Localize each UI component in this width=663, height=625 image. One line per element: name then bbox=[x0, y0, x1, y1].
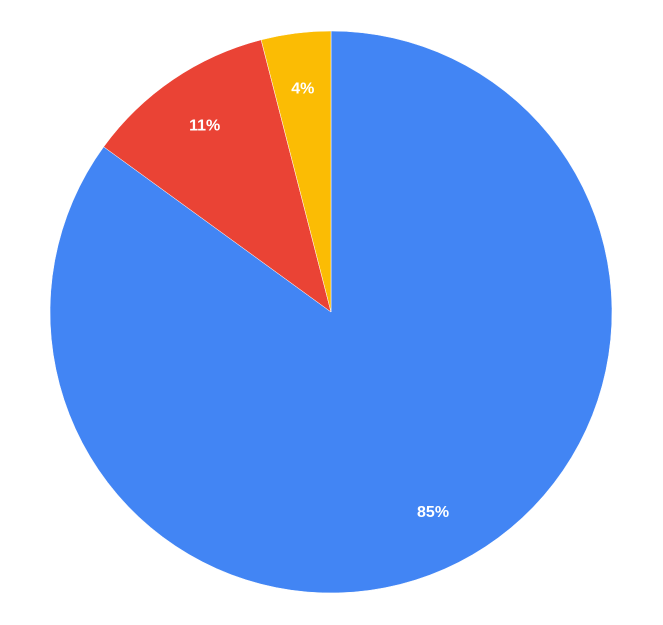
slice-label-0: 85% bbox=[417, 504, 449, 521]
slices-layer bbox=[49, 30, 613, 594]
pie-slice-2 bbox=[260, 30, 332, 313]
labels-layer: 85% 11% 4% bbox=[189, 80, 449, 520]
slice-label-1: 11% bbox=[189, 118, 220, 135]
slice-label-2: 4% bbox=[291, 80, 314, 97]
pie-slice-1 bbox=[103, 39, 332, 313]
